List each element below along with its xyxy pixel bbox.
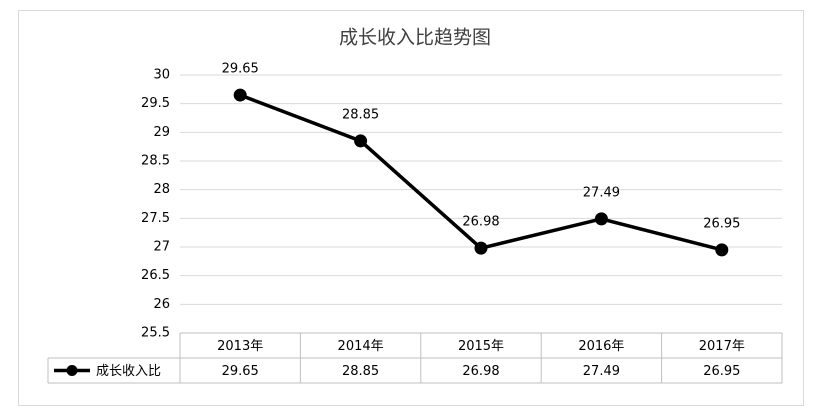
table-value: 28.85	[342, 364, 379, 379]
table-value: 26.95	[703, 364, 740, 379]
legend-label: 成长收入比	[96, 364, 161, 379]
x-tick-label: 2017年	[699, 339, 745, 354]
chart-title: 成长收入比趋势图	[339, 27, 491, 49]
legend-marker	[66, 365, 78, 376]
y-tick-label: 30	[153, 68, 170, 83]
data-label: 27.49	[583, 185, 620, 200]
x-tick-label: 2014年	[338, 339, 384, 354]
marker	[233, 88, 247, 102]
y-tick-label: 26	[153, 297, 170, 312]
y-tick-label: 27.5	[141, 211, 170, 226]
chart-border	[18, 10, 804, 406]
data-label: 26.95	[703, 216, 740, 231]
y-tick-label: 29.5	[141, 96, 170, 111]
data-label: 26.98	[462, 215, 499, 230]
table-value: 26.98	[462, 364, 499, 379]
table-value: 27.49	[583, 364, 620, 379]
y-tick-label: 28	[153, 182, 170, 197]
marker	[354, 134, 368, 148]
y-tick-label: 26.5	[141, 268, 170, 283]
x-tick-label: 2015年	[458, 339, 504, 354]
marker	[474, 241, 488, 255]
table-value: 29.65	[222, 364, 259, 379]
data-label: 29.65	[222, 62, 259, 77]
data-label: 28.85	[342, 107, 379, 122]
y-tick-label: 29	[153, 125, 170, 140]
y-tick-label: 27	[153, 240, 170, 255]
x-tick-label: 2016年	[578, 339, 624, 354]
y-tick-label: 25.5	[141, 326, 170, 341]
x-tick-label: 2013年	[217, 339, 263, 354]
y-tick-label: 28.5	[141, 154, 170, 169]
marker	[715, 243, 729, 257]
marker	[594, 212, 608, 226]
